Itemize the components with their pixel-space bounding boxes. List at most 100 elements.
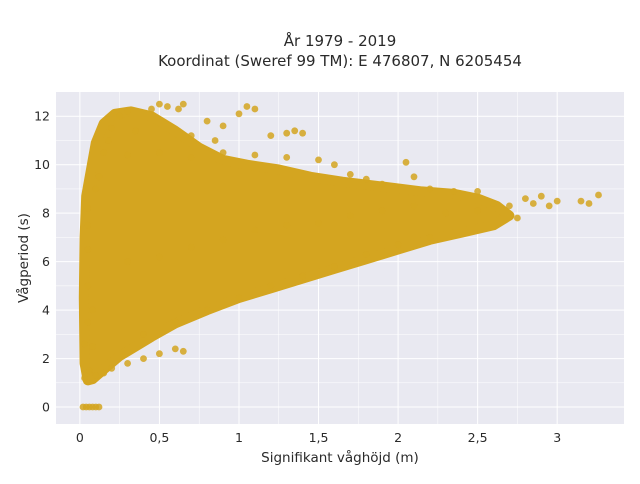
data-point	[95, 173, 103, 181]
data-point	[346, 171, 354, 178]
data-point	[283, 154, 291, 161]
data-point	[86, 367, 93, 375]
x-tick-label: 2	[394, 430, 402, 445]
x-tick-label: 0	[76, 430, 84, 445]
data-point	[179, 100, 187, 108]
data-point	[474, 207, 481, 215]
data-point	[156, 149, 163, 157]
data-point	[211, 137, 219, 144]
data-point	[148, 105, 155, 113]
data-point	[219, 236, 227, 244]
y-tick-label: 4	[42, 303, 50, 318]
data-point	[299, 272, 306, 280]
data-point	[522, 195, 529, 203]
data-point	[251, 151, 259, 159]
data-point	[108, 364, 116, 372]
data-point	[442, 209, 450, 217]
data-point	[537, 192, 545, 200]
data-point	[243, 103, 251, 110]
data-point	[203, 306, 211, 314]
data-point	[187, 132, 195, 140]
data-point	[331, 263, 338, 270]
data-point	[235, 110, 243, 118]
data-point	[267, 132, 275, 140]
data-point	[156, 253, 163, 261]
data-point	[124, 360, 131, 367]
x-tick-label: 0,5	[149, 430, 169, 445]
data-point	[164, 103, 171, 110]
data-point	[219, 149, 227, 157]
data-point	[116, 112, 123, 120]
data-point	[132, 127, 140, 135]
data-point	[81, 374, 88, 382]
data-point	[346, 212, 354, 220]
data-point	[187, 154, 195, 161]
data-point	[267, 282, 275, 290]
data-point	[203, 117, 211, 125]
data-point	[490, 200, 497, 207]
point-cloud	[78, 106, 515, 386]
data-point	[545, 202, 553, 210]
data-point	[235, 294, 243, 302]
data-point	[84, 204, 92, 212]
x-tick-label: 2,5	[468, 430, 488, 445]
y-tick-label: 10	[34, 157, 50, 172]
data-point	[89, 343, 96, 350]
data-point	[108, 124, 116, 132]
data-point	[362, 251, 370, 258]
data-point	[331, 161, 338, 169]
data-point	[124, 151, 131, 159]
data-point	[95, 403, 103, 411]
data-point	[450, 188, 458, 195]
data-point	[577, 197, 585, 205]
data-point	[426, 185, 434, 193]
data-point	[156, 100, 163, 108]
data-point	[140, 330, 147, 338]
data-point	[514, 214, 521, 222]
x-tick-label: 1	[235, 430, 243, 445]
data-point	[92, 372, 100, 379]
data-point	[378, 207, 386, 215]
x-tick-label: 3	[553, 430, 561, 445]
data-point	[100, 369, 108, 377]
chart-title-line-1: År 1979 - 2019	[284, 31, 397, 50]
data-point	[175, 105, 182, 113]
data-point	[92, 185, 100, 193]
data-point	[171, 345, 179, 353]
y-tick-label: 12	[34, 109, 50, 124]
data-point	[283, 221, 291, 229]
data-point	[291, 127, 299, 135]
data-point	[251, 105, 259, 113]
data-point	[89, 306, 96, 314]
data-point	[251, 226, 259, 234]
data-point	[553, 197, 561, 205]
data-point	[394, 241, 402, 249]
data-point	[179, 347, 187, 355]
data-point	[100, 149, 108, 157]
data-point	[105, 137, 112, 144]
data-point	[585, 200, 593, 207]
y-tick-label: 2	[42, 351, 50, 366]
data-point	[410, 202, 418, 210]
data-point	[362, 175, 370, 183]
data-point	[84, 246, 92, 253]
data-point	[315, 156, 322, 164]
y-tick-label: 8	[42, 206, 50, 221]
y-tick-label: 0	[42, 400, 50, 415]
tick-labels: 0 0,5 1 1,5 2 2,5 3 0 2 4 6 8 10 12	[34, 109, 561, 445]
data-points	[78, 100, 602, 411]
data-point	[410, 173, 418, 181]
data-point	[187, 243, 195, 251]
chart-title-line-2: Koordinat (Sweref 99 TM): E 476807, N 62…	[158, 52, 522, 70]
data-point	[378, 180, 386, 188]
data-point	[84, 318, 92, 326]
data-point	[171, 318, 179, 326]
data-point	[506, 202, 513, 210]
data-point	[140, 355, 147, 362]
data-point	[315, 219, 322, 227]
data-point	[84, 221, 92, 229]
y-tick-label: 6	[42, 254, 50, 269]
data-point	[402, 158, 410, 166]
